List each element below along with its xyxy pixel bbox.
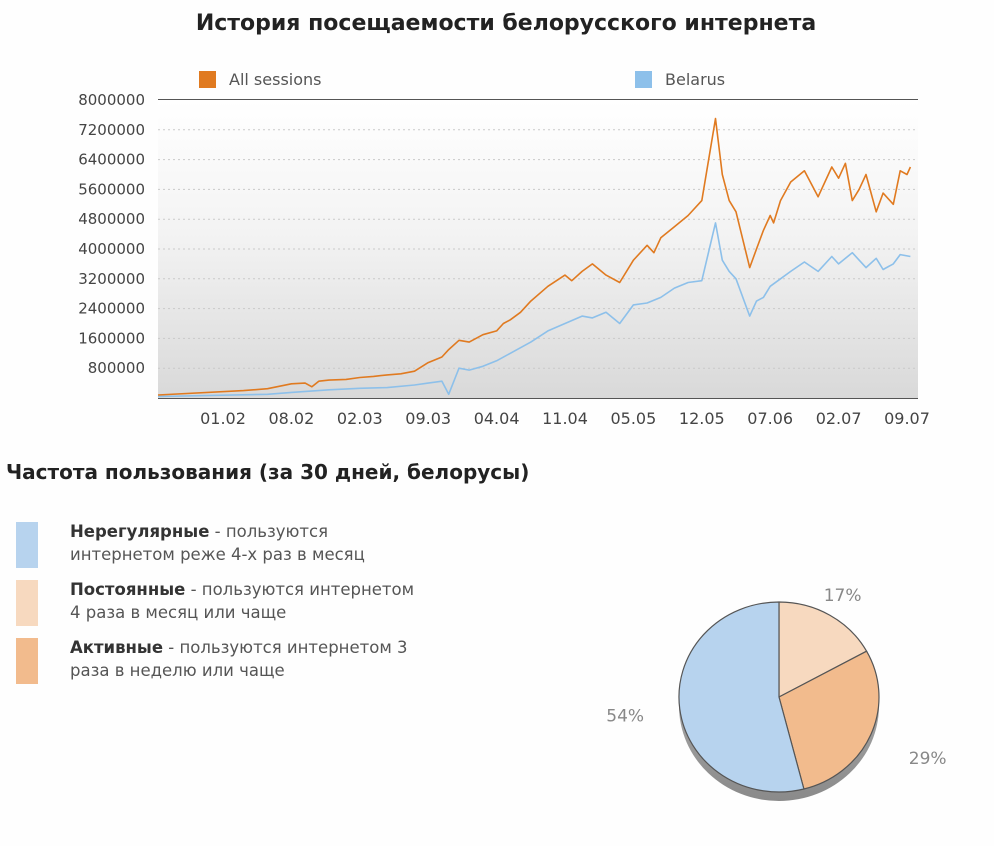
pie-slice-regular: [778, 601, 868, 698]
y-tick-label: 4800000: [78, 210, 145, 228]
pie-legend-desc: - пользуются интернетом: [185, 580, 415, 599]
pie-legend-swatch-active: [16, 638, 38, 684]
pie-legend-name: Постоянные: [70, 580, 186, 599]
y-tick-label: 7200000: [78, 121, 145, 139]
y-tick-label: 3200000: [78, 270, 145, 288]
pie-chart: [678, 601, 880, 801]
pie-legend: Нерегулярные - пользуются интернетом реж…: [16, 520, 496, 694]
x-axis-ticks: 01.02 08.02 02.03 09.03 04.04 11.04 05.05 12.05…: [200, 409, 930, 428]
legend-swatch-belarus: [635, 71, 652, 88]
x-tick-label: 02.07: [816, 409, 862, 428]
pie-legend-text-regular: Постоянные - пользуются интернетом 4 раз…: [70, 578, 500, 624]
x-tick-label: 09.03: [405, 409, 451, 428]
y-tick-label: 2400000: [78, 300, 145, 318]
grid-lines: [158, 129, 918, 369]
legend-label-belarus: Belarus: [665, 70, 725, 89]
pie-slice-irregular: [678, 601, 805, 793]
legend-label-all-sessions: All sessions: [229, 70, 321, 89]
line-chart-legend: All sessions Belarus: [199, 70, 725, 89]
pie-legend-item-active: Активные - пользуются интернетом 3 раза …: [16, 636, 496, 694]
x-tick-label: 02.03: [337, 409, 383, 428]
pie-value-labels: 54% 17% 29%: [606, 586, 946, 769]
x-tick-label: 05.05: [610, 409, 656, 428]
pie-legend-swatch-regular: [16, 580, 38, 626]
pie-slice-active: [778, 650, 880, 790]
y-tick-label: 5600000: [78, 180, 145, 198]
x-tick-label: 04.04: [474, 409, 520, 428]
pie-legend-text-irregular: Нерегулярные - пользуются интернетом реж…: [70, 520, 500, 566]
pie-legend-desc: 4 раза в месяц или чаще: [70, 603, 287, 622]
y-tick-label: 800000: [88, 359, 145, 377]
y-tick-label: 4000000: [78, 240, 145, 258]
pie-value-label: 29%: [909, 749, 947, 769]
pie-legend-swatch-irregular: [16, 522, 38, 568]
pie-legend-desc: - пользуются интернетом 3: [163, 638, 408, 657]
x-tick-label: 12.05: [679, 409, 725, 428]
pie-chart-title: Частота пользования (за 30 дней, белорус…: [6, 460, 530, 484]
pie-legend-desc: раза в неделю или чаще: [70, 661, 285, 680]
pie-legend-desc: - пользуются: [209, 522, 329, 541]
x-tick-label: 09.07: [884, 409, 930, 428]
pie-value-label: 17%: [824, 586, 862, 606]
pie-legend-desc: интернетом реже 4-х раз в месяц: [70, 545, 365, 564]
y-tick-label: 6400000: [78, 151, 145, 169]
pie-legend-item-regular: Постоянные - пользуются интернетом 4 раз…: [16, 578, 496, 636]
y-axis-ticks: 8000000 7200000 6400000 5600000 4800000 40000…: [78, 91, 145, 377]
pie-legend-name: Нерегулярные: [70, 522, 210, 541]
x-tick-label: 07.06: [747, 409, 793, 428]
y-tick-label: 8000000: [78, 91, 145, 109]
pie-value-label: 54%: [606, 707, 644, 727]
line-chart-title: История посещаемости белорусского интерн…: [196, 11, 816, 36]
x-tick-label: 08.02: [268, 409, 314, 428]
x-tick-label: 01.02: [200, 409, 246, 428]
series-lines: [157, 117, 912, 398]
series-line-all-sessions: [157, 117, 912, 396]
x-tick-label: 11.04: [542, 409, 588, 428]
pie-legend-text-active: Активные - пользуются интернетом 3 раза …: [70, 636, 500, 682]
pie-legend-name: Активные: [70, 638, 164, 657]
series-line-belarus: [157, 222, 911, 398]
y-tick-label: 1600000: [78, 329, 145, 347]
pie-legend-item-irregular: Нерегулярные - пользуются интернетом реж…: [16, 520, 496, 578]
legend-swatch-all-sessions: [199, 71, 216, 88]
